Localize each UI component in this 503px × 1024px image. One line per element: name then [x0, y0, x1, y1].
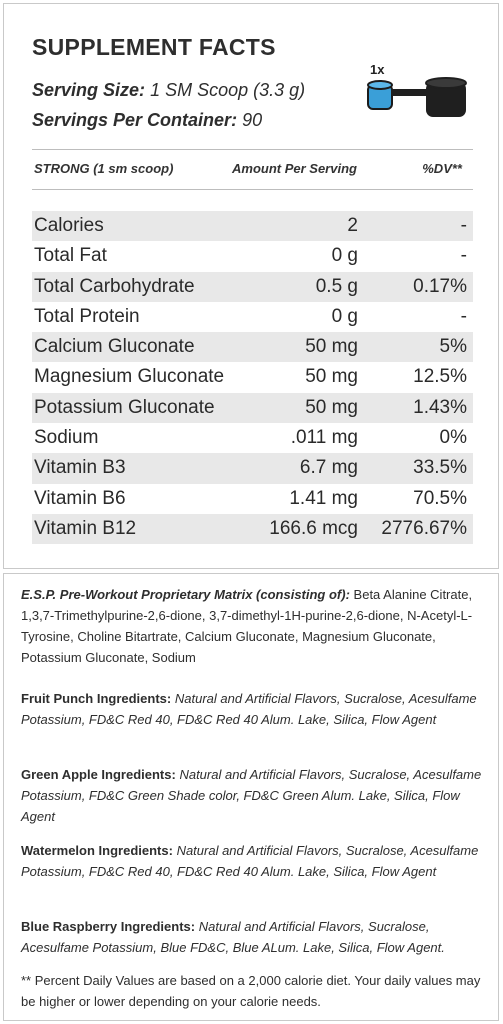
serving-size-line: Serving Size: 1 SM Scoop (3.3 g)	[32, 80, 305, 101]
nutrient-amount: 2	[347, 215, 358, 236]
column-header-name: STRONG (1 sm scoop)	[34, 161, 174, 176]
nutrient-dv: -	[460, 245, 467, 267]
nutrient-dv: 2776.67%	[381, 517, 467, 539]
matrix-lead: E.S.P. Pre-Workout Proprietary Matrix (c…	[21, 587, 350, 602]
nutrient-dv: 70.5%	[413, 487, 467, 509]
serving-size-value: 1 SM Scoop (3.3 g)	[150, 80, 306, 100]
nutrient-name: Sodium	[34, 427, 99, 449]
nutrient-amount: 6.7 mg	[299, 457, 358, 479]
watermelon-lead: Watermelon Ingredients:	[21, 843, 173, 858]
nutrient-row: Vitamin B12 166.6 mcg 2776.67%	[32, 513, 473, 545]
green-apple-text: Natural and Artificial Flavors, Sucralos…	[21, 767, 482, 824]
nutrient-row: Potassium Gluconate 50 mg 1.43%	[32, 392, 473, 424]
divider-header	[32, 189, 473, 190]
nutrient-row: Total Protein 0 g -	[32, 302, 473, 332]
nutrient-dv: 5%	[439, 336, 467, 358]
watermelon-text: Natural and Artificial Flavors, Sucralos…	[21, 843, 479, 879]
nutrient-name: Potassium Gluconate	[34, 396, 215, 418]
nutrient-dv: -	[460, 215, 467, 236]
scoop-small-icon	[367, 80, 431, 110]
nutrient-name: Calcium Gluconate	[34, 336, 195, 358]
blue-raspberry-text: Natural and Artificial Flavors, Sucralos…	[21, 919, 445, 955]
nutrient-dv: 0%	[439, 427, 467, 449]
daily-value-footnote: ** Percent Daily Values are based on a 2…	[21, 973, 481, 1009]
nutrient-amount: 1.41 mg	[289, 487, 358, 509]
nutrient-row: Magnesium Gluconate 50 mg 12.5%	[32, 362, 473, 392]
nutrient-table: Calories 2 - Total Fat 0 g - Total Carbohydr…	[32, 211, 473, 545]
nutrient-name: Vitamin B3	[34, 457, 126, 479]
servings-per-container-line: Servings Per Container: 90	[32, 110, 262, 131]
nutrient-amount: 50 mg	[305, 366, 358, 388]
fruit-punch-paragraph: Fruit Punch Ingredients: Natural and Art…	[21, 688, 491, 730]
nutrient-name: Vitamin B6	[34, 487, 126, 509]
blue-raspberry-paragraph: Blue Raspberry Ingredients: Natural and …	[21, 916, 491, 958]
matrix-paragraph: E.S.P. Pre-Workout Proprietary Matrix (c…	[21, 584, 491, 668]
column-header-dv: %DV**	[422, 161, 462, 176]
nutrient-amount: 0 g	[331, 305, 358, 327]
green-apple-paragraph: Green Apple Ingredients: Natural and Art…	[21, 764, 491, 827]
nutrient-name: Total Protein	[34, 305, 140, 327]
nutrient-dv: 33.5%	[413, 457, 467, 479]
nutrient-dv: -	[460, 305, 467, 327]
watermelon-paragraph: Watermelon Ingredients: Natural and Arti…	[21, 840, 491, 882]
nutrient-amount: 166.6 mcg	[269, 517, 358, 539]
blue-raspberry-lead: Blue Raspberry Ingredients:	[21, 919, 196, 934]
scoop-count-label: 1x	[370, 62, 385, 77]
scoop-large-icon	[425, 77, 467, 117]
nutrient-row: Calcium Gluconate 50 mg 5%	[32, 332, 473, 363]
serving-size-label: Serving Size:	[32, 80, 146, 100]
nutrient-row: Vitamin B3 6.7 mg 33.5%	[32, 453, 473, 484]
nutrient-dv: 12.5%	[413, 366, 467, 388]
nutrient-dv: 1.43%	[413, 396, 467, 418]
nutrient-amount: .011 mg	[290, 427, 358, 449]
facts-title: SUPPLEMENT FACTS	[32, 34, 276, 60]
green-apple-lead: Green Apple Ingredients:	[21, 767, 176, 782]
nutrient-name: Total Carbohydrate	[34, 275, 195, 297]
supplement-facts-panel: SUPPLEMENT FACTS Serving Size: 1 SM Scoo…	[3, 3, 499, 569]
nutrient-amount: 50 mg	[305, 336, 358, 358]
fruit-punch-lead: Fruit Punch Ingredients:	[21, 691, 172, 706]
nutrient-name: Vitamin B12	[34, 517, 137, 539]
nutrient-row: Sodium .011 mg 0%	[32, 423, 473, 453]
fruit-punch-text: Natural and Artificial Flavors, Sucralos…	[21, 691, 477, 727]
nutrient-name: Magnesium Gluconate	[34, 366, 225, 388]
nutrient-row: Calories 2 -	[32, 211, 473, 242]
nutrient-name: Total Fat	[34, 245, 107, 267]
nutrient-amount: 50 mg	[305, 396, 358, 418]
column-header-amount: Amount Per Serving	[232, 161, 357, 176]
nutrient-row: Total Fat 0 g -	[32, 241, 473, 271]
servings-per-container-value: 90	[242, 110, 263, 130]
nutrient-amount: 0 g	[331, 245, 358, 267]
nutrient-dv: 0.17%	[413, 275, 467, 297]
scoop-illustration: 1x	[364, 62, 479, 124]
nutrient-name: Calories	[34, 215, 104, 236]
matrix-text: Beta Alanine Citrate, 1,3,7-Trimethylpur…	[21, 587, 473, 665]
nutrient-row: Vitamin B6 1.41 mg 70.5%	[32, 484, 473, 514]
divider-top	[32, 149, 473, 150]
nutrient-amount: 0.5 g	[315, 275, 358, 297]
ingredients-panel: E.S.P. Pre-Workout Proprietary Matrix (c…	[3, 573, 499, 1021]
servings-per-container-label: Servings Per Container:	[32, 110, 238, 130]
nutrient-row: Total Carbohydrate 0.5 g 0.17%	[32, 271, 473, 302]
